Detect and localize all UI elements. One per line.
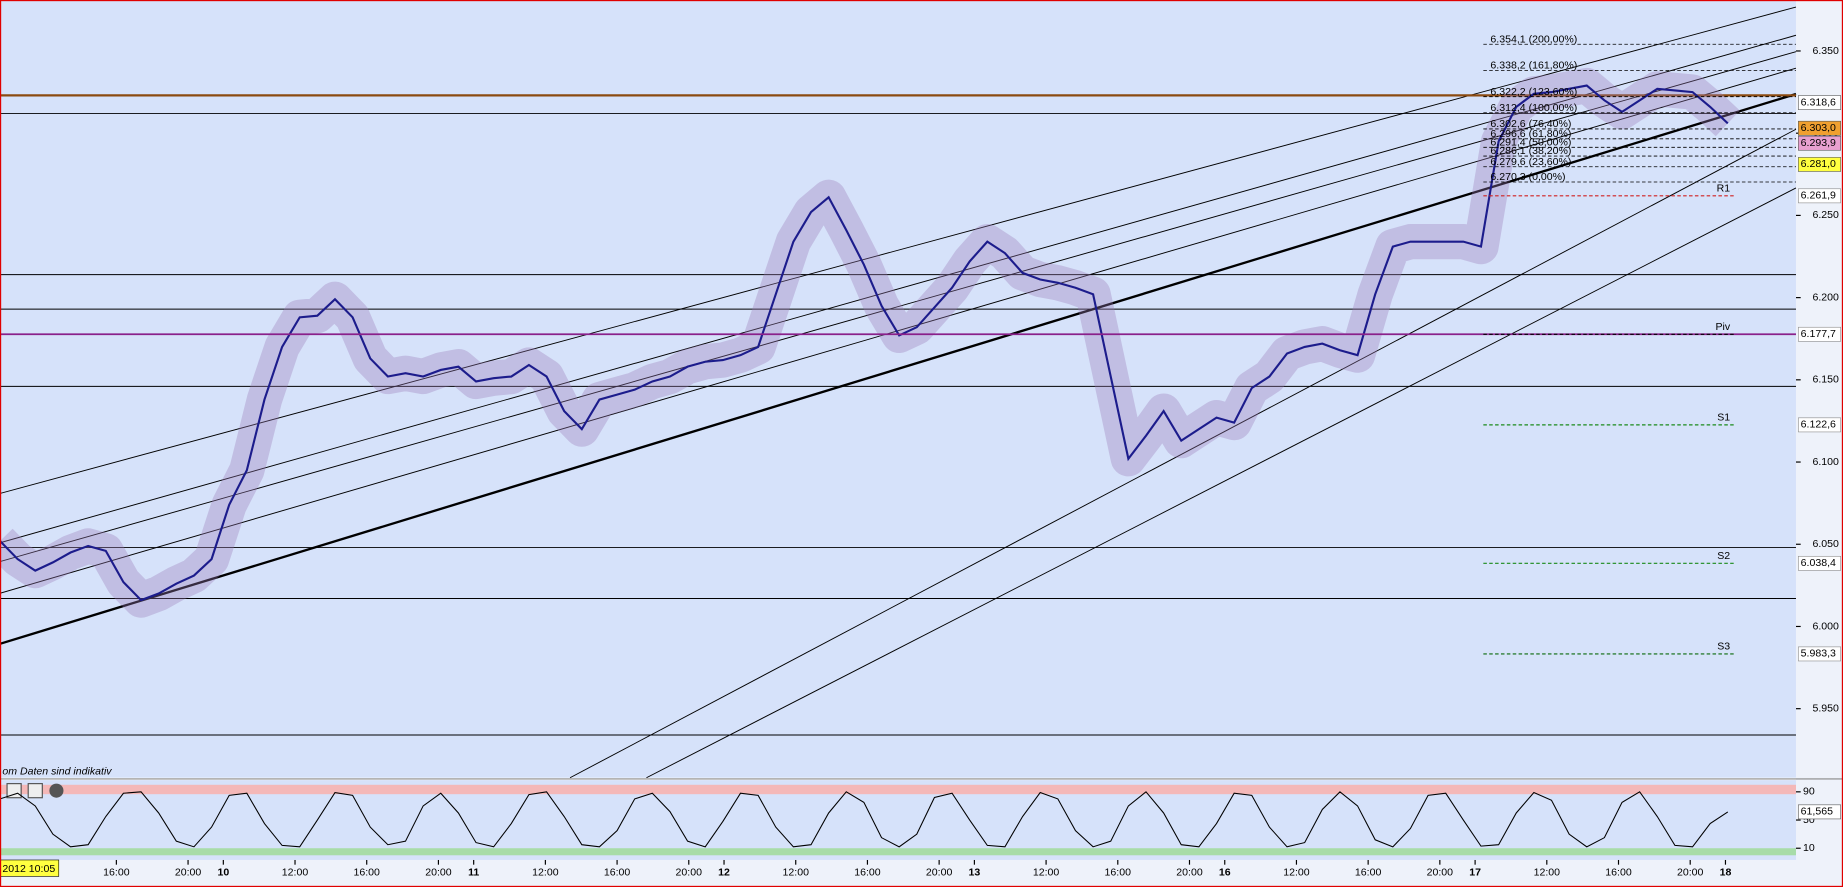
trend-line [0,6,1797,494]
y-tick-label: 6.350 [1812,45,1839,57]
tool-button[interactable] [27,783,43,799]
pivot-tag-box [1798,326,1841,342]
x-tick-label: 20:00 [1677,867,1704,879]
fib-label: 6.354,1 (200,00%) [1490,33,1577,45]
pivot-tag-box [1798,417,1841,433]
y-tick-label: 6.000 [1812,620,1839,632]
pivot-tag-box [1798,188,1841,204]
x-day-label: 18 [1720,867,1732,879]
trend-line [0,92,1797,645]
price-tag: 6.281,0 [1801,158,1836,170]
fib-label: 6.312,4 (100,00%) [1490,102,1577,114]
pivot-tag: 6.261,9 [1801,190,1836,202]
start-time-box [0,859,60,877]
x-tick-label: 12:00 [1534,867,1561,879]
x-tick-label: 12:00 [282,867,309,879]
x-tick-label: 20:00 [676,867,703,879]
x-tick-label: 16:00 [604,867,631,879]
pivot-tag: 6.122,6 [1801,419,1836,431]
y-tick-label: 5.950 [1812,702,1839,714]
pivot-tag-box [1798,646,1841,662]
price-panel [0,0,1796,778]
trend-line [646,187,1797,779]
y-tick-label: 6.200 [1812,291,1839,303]
x-tick-label: 16:00 [1605,867,1632,879]
pivot-name: R1 [1717,183,1731,195]
y-tick-label: 6.150 [1812,374,1839,386]
pivot-name: S1 [1717,412,1730,424]
price-tag-box [1798,157,1841,172]
price-tag-box [1798,135,1841,151]
pivot-name: Piv [1715,321,1730,333]
trend-line [569,128,1797,779]
x-day-label: 12 [718,867,730,879]
x-tick-label: 16:00 [103,867,130,879]
fib-label: 6.286,1 (38,20%) [1490,145,1571,157]
pivot-name: S2 [1717,550,1730,562]
trend-line [0,51,1797,563]
x-tick-label: 12:00 [783,867,810,879]
toolbar [6,783,64,799]
x-tick-label: 20:00 [1176,867,1203,879]
y-tick-label: 6.100 [1812,456,1839,468]
fib-label: 6.322,2 (123,60%) [1490,86,1577,98]
x-day-label: 11 [468,867,479,879]
notice: om Daten sind indikativ [2,766,112,778]
price-tag: 6.318,6 [1801,96,1836,108]
y-tick-label: 6.050 [1812,538,1839,550]
time-axis [0,859,1796,887]
osc-tick-label: 50 [1803,814,1815,826]
oscillator-line [0,791,1729,848]
pivot-tag: 5.983,3 [1801,648,1836,660]
x-tick-label: 16:00 [854,867,881,879]
fib-label: 6.270,3 (0,00%) [1490,171,1565,183]
fib-label: 6.338,2 (161,80%) [1490,59,1577,71]
start-time: 2012 10:05 [2,863,55,875]
price-tag: 6.303,0 [1801,122,1836,134]
osc-tick-label: 90 [1803,786,1815,798]
close-button[interactable] [49,783,64,798]
x-day-label: 17 [1469,867,1481,879]
fib-label: 6.296,6 (61,80%) [1490,128,1571,140]
tool-button[interactable] [6,783,22,799]
x-tick-label: 20:00 [926,867,953,879]
pivot-tag: 6.177,7 [1801,328,1836,340]
pivot-tag: 6.038,4 [1801,557,1836,569]
pivot-name: S3 [1717,641,1730,653]
x-tick-label: 20:00 [1427,867,1454,879]
overbought-zone [0,784,1796,795]
x-tick-label: 12:00 [532,867,559,879]
x-tick-label: 16:00 [1105,867,1132,879]
x-day-label: 16 [1219,867,1231,879]
osc-current: 61,565 [1801,806,1833,818]
y-tick-label: 6.250 [1812,209,1839,221]
x-day-label: 10 [217,867,229,879]
osc-current-box [1798,804,1841,820]
osc-tick-label: 10 [1803,842,1815,854]
x-tick-label: 12:00 [1033,867,1060,879]
price-tag: 6.293,9 [1801,137,1836,149]
price-tag-box [1798,95,1841,110]
fib-label: 6.291,4 (50,00%) [1490,136,1571,148]
price-line [0,84,1729,602]
x-tick-label: 16:00 [353,867,380,879]
fib-label: 6.302,6 (76,40%) [1490,118,1571,130]
x-tick-label: 20:00 [425,867,452,879]
price-tag-box [1798,120,1841,136]
x-day-label: 13 [969,867,981,879]
x-tick-label: 20:00 [175,867,202,879]
trend-line [0,34,1797,544]
oversold-zone [0,848,1796,856]
pivot-tag-box [1798,555,1841,571]
fib-label: 6.279,6 (23,60%) [1490,156,1571,168]
x-tick-label: 12:00 [1283,867,1310,879]
x-tick-label: 16:00 [1355,867,1382,879]
